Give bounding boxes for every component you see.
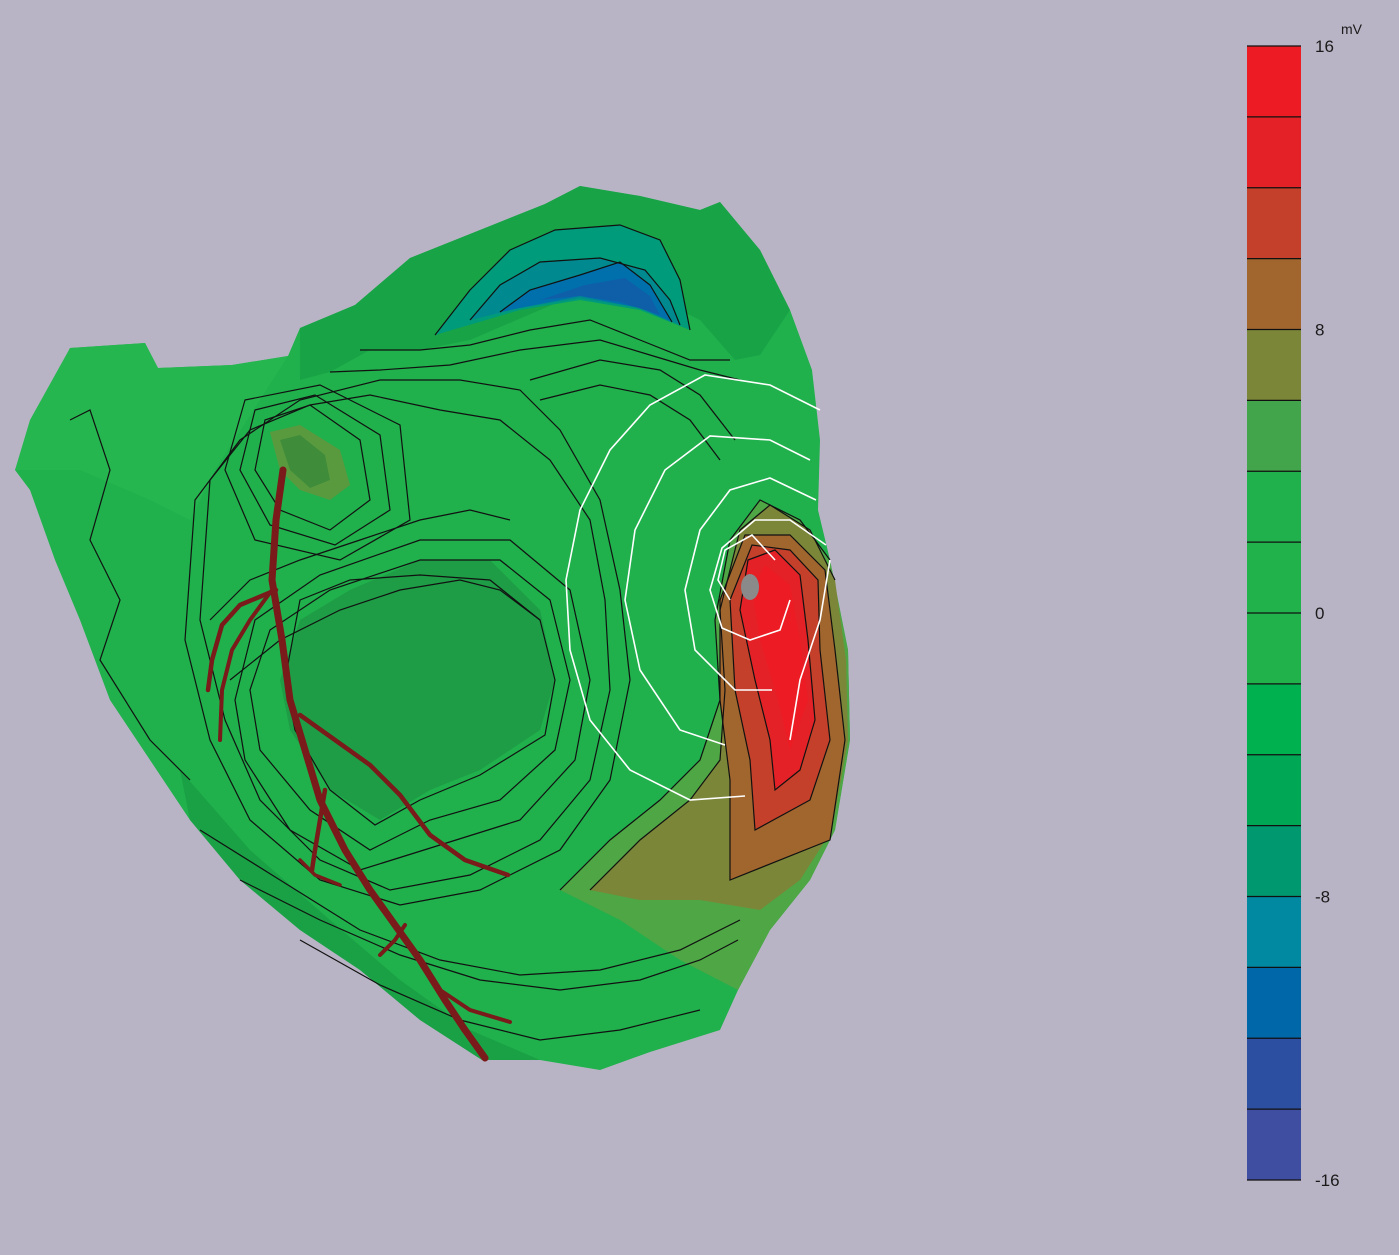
colorbar-tick-label: 8 [1315, 321, 1324, 340]
colorbar-band [1247, 683, 1301, 756]
vessel-branch-lower-4 [298, 858, 342, 887]
electrode-marker [741, 574, 759, 600]
vessel-branch-left-2 [218, 588, 274, 742]
colorbar-band [1247, 542, 1301, 614]
colorbar-tick-label: 16 [1315, 37, 1334, 56]
heart-left-flap [15, 343, 288, 520]
colorbar-band [1247, 825, 1301, 897]
colorbar-band [1247, 187, 1301, 260]
overlay-contours [565, 374, 831, 801]
vessel-branch-left [205, 587, 279, 693]
isopotential-contours [69, 224, 846, 1041]
colorbar-band [1247, 967, 1301, 1039]
upper-left-blob-inner [280, 435, 330, 488]
colorbar-band [1247, 754, 1301, 827]
colorbar-band [1247, 329, 1301, 401]
colorbar-unit-label: mV [1341, 21, 1363, 37]
colorbar-band [1247, 400, 1301, 472]
colorbar-band [1247, 258, 1301, 330]
coronary-vessels [205, 466, 512, 1062]
heart-central-region [280, 560, 555, 820]
colorbar: 16 8 0 -8 -16 mV [1247, 21, 1363, 1190]
colorbar-band [1247, 896, 1301, 968]
colorbar-band [1247, 1109, 1301, 1181]
vessel-branch-lower [309, 787, 328, 873]
vessel-branch-lower-2 [378, 923, 407, 957]
colorbar-band [1247, 613, 1301, 685]
vessel-branch-lower-3 [438, 988, 512, 1024]
colorbar-band [1247, 1038, 1301, 1110]
colorbar-tick-label: -8 [1315, 888, 1330, 907]
colorbar-band [1247, 116, 1301, 189]
vessel-branch-mid [297, 712, 511, 878]
colorbar-tick-label: 0 [1315, 604, 1324, 623]
colorbar-band [1247, 46, 1301, 118]
colorbar-band [1247, 471, 1301, 543]
colorbar-tick-label: -16 [1315, 1171, 1340, 1190]
